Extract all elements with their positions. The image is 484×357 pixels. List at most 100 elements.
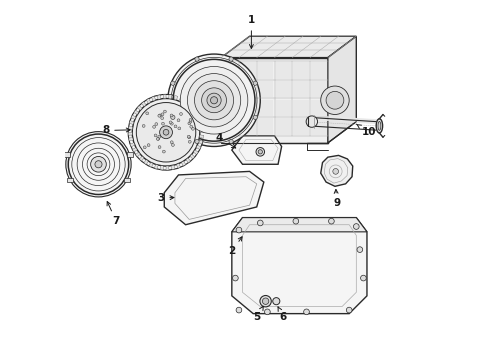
Bar — [311, 62, 326, 79]
Text: 4: 4 — [215, 132, 235, 148]
Polygon shape — [198, 124, 203, 127]
Circle shape — [143, 146, 146, 149]
Bar — [293, 62, 308, 79]
Polygon shape — [195, 112, 199, 117]
Text: 7: 7 — [107, 202, 120, 226]
Polygon shape — [174, 95, 177, 100]
Bar — [222, 118, 237, 135]
Polygon shape — [179, 97, 183, 102]
Circle shape — [187, 136, 190, 139]
Bar — [257, 118, 273, 135]
Text: 6: 6 — [277, 307, 287, 322]
Circle shape — [236, 227, 242, 233]
Bar — [240, 81, 255, 97]
Circle shape — [259, 296, 271, 307]
Text: 5: 5 — [253, 306, 263, 322]
Polygon shape — [221, 36, 356, 57]
Circle shape — [159, 126, 172, 139]
Bar — [222, 81, 237, 97]
Circle shape — [157, 137, 160, 140]
Polygon shape — [190, 154, 195, 159]
Circle shape — [170, 141, 173, 144]
Circle shape — [189, 120, 192, 123]
Circle shape — [253, 115, 257, 120]
Circle shape — [253, 81, 257, 85]
Polygon shape — [320, 155, 352, 186]
Circle shape — [170, 114, 173, 117]
Circle shape — [346, 307, 351, 313]
Circle shape — [228, 57, 233, 61]
Circle shape — [158, 146, 161, 149]
Bar — [64, 152, 70, 157]
Circle shape — [95, 161, 102, 168]
Circle shape — [177, 119, 180, 122]
Circle shape — [68, 134, 128, 195]
Circle shape — [303, 309, 309, 315]
Text: 1: 1 — [247, 15, 255, 49]
Polygon shape — [231, 218, 366, 314]
Circle shape — [158, 114, 161, 117]
Polygon shape — [134, 110, 138, 115]
Bar — [275, 100, 290, 116]
Circle shape — [132, 99, 199, 166]
Bar — [257, 100, 273, 116]
Circle shape — [161, 117, 163, 120]
Circle shape — [256, 147, 264, 156]
Circle shape — [356, 247, 362, 252]
Bar — [222, 62, 237, 79]
Polygon shape — [168, 95, 172, 99]
Polygon shape — [149, 162, 153, 167]
Bar — [240, 118, 255, 135]
Text: 2: 2 — [228, 237, 242, 256]
Polygon shape — [221, 57, 327, 143]
Circle shape — [171, 144, 174, 146]
Circle shape — [195, 139, 199, 144]
Circle shape — [154, 134, 157, 137]
Polygon shape — [137, 106, 142, 110]
Circle shape — [136, 102, 196, 162]
Text: 9: 9 — [333, 190, 340, 208]
Circle shape — [158, 114, 160, 117]
Circle shape — [128, 95, 203, 170]
Polygon shape — [128, 137, 133, 141]
Polygon shape — [128, 132, 132, 135]
Ellipse shape — [377, 121, 380, 130]
Circle shape — [154, 123, 157, 126]
Polygon shape — [171, 165, 175, 170]
Polygon shape — [157, 95, 160, 99]
Circle shape — [360, 275, 365, 281]
Polygon shape — [166, 166, 168, 170]
Polygon shape — [151, 96, 155, 101]
Circle shape — [332, 169, 338, 174]
Circle shape — [328, 218, 333, 224]
Circle shape — [163, 130, 168, 135]
Circle shape — [189, 125, 192, 128]
Circle shape — [173, 59, 255, 141]
Polygon shape — [135, 152, 140, 157]
Text: 3: 3 — [157, 193, 174, 203]
Polygon shape — [130, 143, 135, 147]
Circle shape — [194, 81, 233, 120]
Circle shape — [174, 125, 177, 128]
Polygon shape — [198, 140, 202, 144]
Bar — [124, 178, 130, 182]
Circle shape — [320, 86, 348, 115]
Circle shape — [325, 91, 343, 109]
Bar — [311, 100, 326, 116]
Circle shape — [236, 307, 242, 313]
Circle shape — [292, 218, 298, 224]
Polygon shape — [139, 156, 144, 161]
Polygon shape — [231, 136, 281, 164]
Circle shape — [262, 298, 268, 305]
Circle shape — [146, 112, 148, 115]
Circle shape — [179, 112, 182, 115]
Bar — [293, 100, 308, 116]
Polygon shape — [129, 121, 134, 124]
Circle shape — [257, 150, 262, 154]
Circle shape — [161, 113, 164, 116]
Polygon shape — [164, 171, 263, 225]
Circle shape — [170, 115, 175, 120]
Circle shape — [167, 54, 260, 146]
Polygon shape — [176, 164, 180, 168]
Bar — [240, 100, 255, 116]
